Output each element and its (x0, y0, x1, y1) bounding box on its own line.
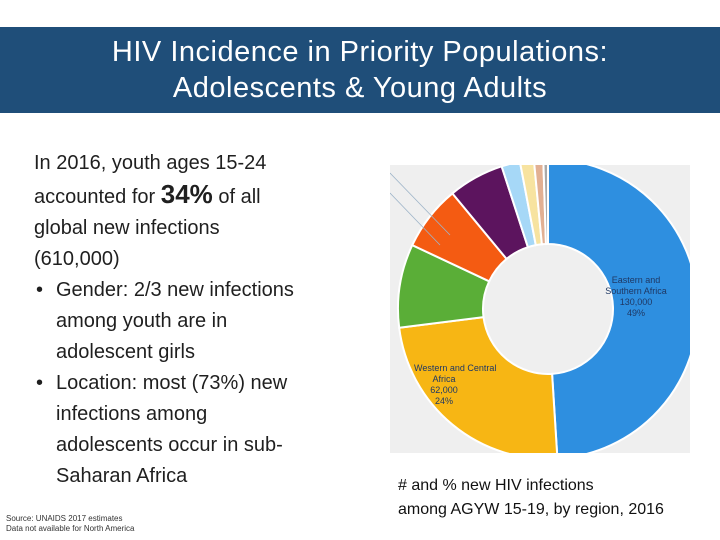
text-line: accounted for 34% of all (34, 179, 354, 213)
title-bar: HIV Incidence in Priority Populations: A… (0, 27, 720, 113)
label-wca-value: 62,000 (430, 385, 458, 395)
bullet-list: Gender: 2/3 new infections among youth a… (34, 275, 354, 492)
highlight-percent: 34% (160, 179, 213, 209)
bullet-line: Gender: 2/3 new infections (56, 279, 294, 301)
text-line: global new infections (34, 217, 220, 239)
donut-slice-0 (547, 157, 699, 460)
bullet-line: Location: most (73%) new (56, 372, 288, 394)
donut-chart-panel: Eastern and Southern Africa 130,000 49% … (389, 157, 699, 460)
bullet-gender: Gender: 2/3 new infections among youth a… (34, 275, 354, 368)
bullet-line: adolescent girls (56, 341, 195, 363)
label-esa-percent: 49% (627, 308, 645, 318)
source-line: Data not available for North America (6, 524, 135, 533)
label-wca-percent: 24% (435, 396, 453, 406)
page-title-line-1: HIV Incidence in Priority Populations: (111, 36, 609, 68)
text-line: In 2016, youth ages 15-24 (34, 152, 267, 174)
donut-slice-1 (398, 316, 559, 460)
label-esa-name-2: Southern Africa (605, 286, 667, 296)
label-wca-name-1: Western and Central (414, 363, 496, 373)
bullet-location: Location: most (73%) new infections amon… (34, 368, 354, 492)
label-esa-name-1: Eastern and (612, 275, 661, 285)
leader-line (389, 192, 441, 246)
text-line: (610,000) (34, 248, 120, 270)
source-note: Source: UNAIDS 2017 estimates Data not a… (6, 514, 135, 534)
text-fragment: of all (212, 186, 261, 208)
leader-line (389, 172, 451, 236)
bullet-line: among youth are in (56, 310, 228, 332)
label-esa-value: 130,000 (620, 297, 653, 307)
caption-line: among AGYW 15-19, by region, 2016 (398, 501, 664, 518)
source-line: Source: UNAIDS 2017 estimates (6, 514, 123, 523)
main-text: In 2016, youth ages 15-24 accounted for … (34, 148, 354, 492)
bullet-line: infections among (56, 403, 208, 425)
chart-caption: # and % new HIV infections among AGYW 15… (398, 474, 664, 522)
bullet-line: adolescents occur in sub- (56, 434, 283, 456)
page-title-line-2: Adolescents & Young Adults (172, 72, 548, 104)
text-fragment: accounted for (34, 186, 161, 208)
bullet-line: Saharan Africa (56, 465, 188, 487)
donut-slices (397, 157, 699, 460)
donut-chart: Eastern and Southern Africa 130,000 49% … (389, 157, 699, 460)
caption-line: # and % new HIV infections (398, 477, 594, 494)
label-wca-name-2: Africa (432, 374, 455, 384)
